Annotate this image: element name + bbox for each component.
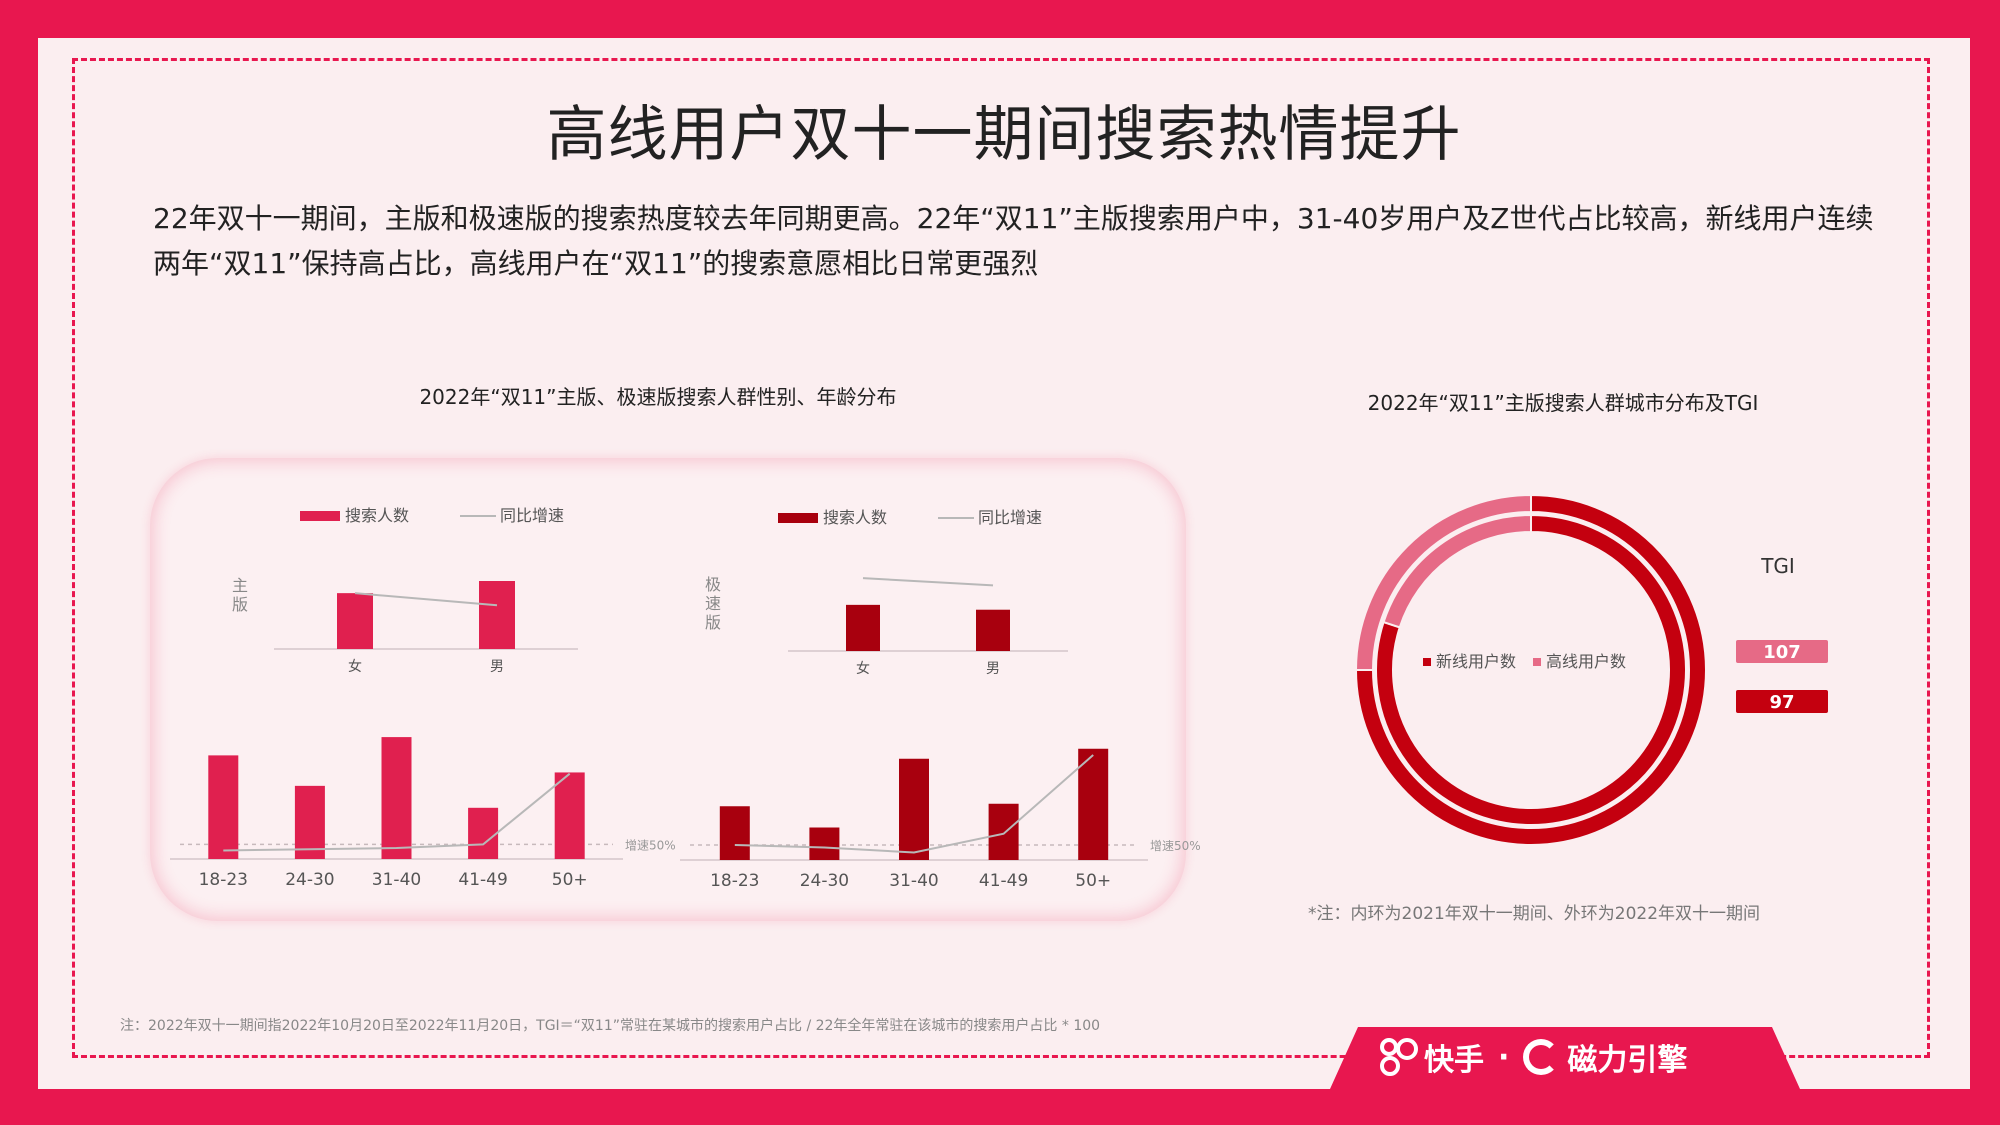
lite-age-tick-label: 18-23 [710,871,759,891]
right-chart-title: 2022年“双11”主版搜索人群城市分布及TGI [1367,391,1759,415]
main-gender-tick-label: 男 [490,659,504,675]
donut-note: *注：内环为2021年双十一期间、外环为2022年双十一期间 [1308,904,1761,924]
donut-outer-slice [1354,493,1532,671]
main-age-reference-label: 增速50% [625,838,676,852]
lite-gender-legend-swatch-bar [778,513,818,523]
lite-age-bar [719,806,750,860]
lite-gender-legend-label: 搜索人数 [823,508,887,527]
main-age-bar [554,772,585,859]
lite-age-growth-line [734,754,1094,854]
lite-age-reference-label: 增速50% [1150,839,1201,853]
lite-age-bar [899,758,929,860]
brand-logo: 快手 · 磁力引擎 [1380,1032,1687,1082]
lite-age-tick-label: 24-30 [800,871,849,891]
main-gender-side-label: 主版 [232,576,248,614]
donut-legend-label: 高线用户数 [1546,652,1626,671]
main-gender-legend-swatch-bar [300,511,340,521]
donut-legend-swatch [1533,658,1541,666]
main-gender-growth-line [354,592,498,607]
lite-age-tick-label: 31-40 [889,871,938,891]
main-gender-tick-label: 女 [348,658,362,675]
lite-gender-growth-line [862,577,994,587]
main-gender-legend-label: 同比增速 [500,506,564,525]
summary-text: 22年双十一期间，主版和极速版的搜索热度较去年同期更高。22年“双11”主版搜索… [153,202,1874,280]
main-age-tick-label: 18-23 [199,870,248,890]
main-age-bar [381,737,412,859]
lite-age-tick-label: 41-49 [979,871,1028,891]
donut-legend-swatch [1423,658,1431,666]
tgi-badge [1736,640,1828,663]
lite-age-bar [1078,748,1109,860]
main-age-tick-label: 41-49 [458,870,507,890]
lite-gender-tick-label: 女 [856,660,870,677]
dashed-frame [72,58,1930,1058]
main-gender-bar [479,581,515,649]
lite-gender-bar [846,604,880,651]
tgi-value: 107 [1763,642,1801,663]
brand-kuaishou: 快手 [1424,1043,1484,1078]
cili-logo-icon [1523,1039,1560,1075]
lite-age-bar [988,803,1019,860]
left-chart-title: 2022年“双11”主版、极速版搜索人群性别、年龄分布 [419,385,897,409]
page-title: 高线用户双十一期间搜索热情提升 [546,100,1462,170]
donut-legend-label: 新线用户数 [1436,652,1516,671]
lite-gender-side-label: 极速版 [705,575,721,632]
brand-cili: 磁力引擎 [1567,1043,1688,1078]
donut-inner-slice [1375,513,1687,826]
lite-gender-legend-label: 同比增速 [978,508,1042,527]
main-age-tick-label: 50+ [552,870,588,890]
donut-inner-slice [1382,513,1532,629]
main-age-bar [468,807,499,859]
main-age-growth-line [223,772,571,852]
lite-age-tick-label: 50+ [1075,871,1111,891]
main-gender-legend-label: 搜索人数 [345,506,409,525]
main-age-bar [294,785,325,859]
lite-age-bar [809,827,840,860]
tgi-label: TGI [1760,554,1795,578]
lite-gender-bar [976,609,1010,651]
main-age-bar [208,755,239,859]
tgi-badge [1736,690,1828,713]
main-age-tick-label: 24-30 [285,870,334,890]
main-age-tick-label: 31-40 [372,870,421,890]
slide: 高线用户双十一期间搜索热情提升 22年双十一期间，主版和极速版的搜索热度较去年同… [38,38,1970,1089]
main-gender-bar [337,593,373,649]
footnote: 注：2022年双十一期间指2022年10月20日至2022年11月20日，TGI… [120,1018,1101,1034]
lite-gender-tick-label: 男 [986,661,1000,677]
tgi-value: 97 [1769,692,1794,713]
kuaishou-logo-icon [1380,1038,1418,1076]
brand-separator: · [1498,1039,1510,1075]
